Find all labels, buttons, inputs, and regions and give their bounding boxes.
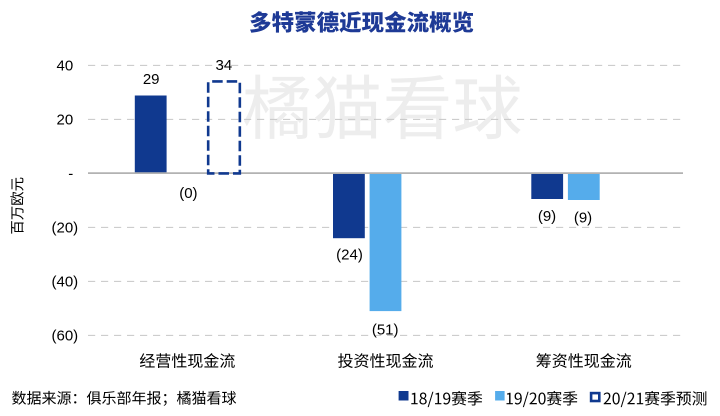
- svg-text:(24): (24): [336, 247, 363, 264]
- svg-text:(60): (60): [52, 328, 79, 345]
- svg-text:-: -: [68, 166, 73, 183]
- svg-text:(9): (9): [538, 208, 556, 225]
- svg-text:(0): (0): [179, 185, 197, 202]
- svg-text:(9): (9): [574, 209, 592, 226]
- svg-text:(51): (51): [372, 321, 399, 338]
- svg-text:20: 20: [57, 112, 74, 129]
- svg-text:29: 29: [143, 71, 160, 88]
- svg-text:34: 34: [216, 57, 233, 74]
- svg-text:(40): (40): [52, 274, 79, 291]
- svg-text:(20): (20): [52, 220, 79, 237]
- svg-text:40: 40: [57, 58, 74, 75]
